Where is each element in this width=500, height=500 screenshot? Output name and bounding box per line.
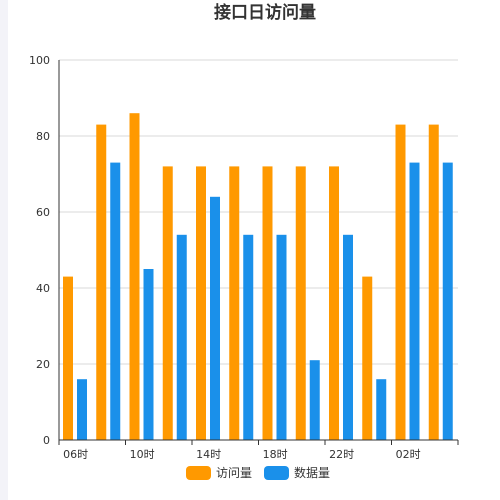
bar-visits-1 [96,124,107,440]
chart-panel: 接口日访问量 0 20 40 60 80 100 06时 10时 14时 18时 22时 02时 访… [8,0,500,500]
x-axis-ticks: 06时 10时 14时 18时 22时 02时 [63,448,421,461]
legend-item-visits[interactable]: 访问量 [186,466,252,480]
legend[interactable]: 访问量 数据量 [186,465,330,480]
x-tick-label: 02时 [396,448,421,461]
bar-visits-8 [329,166,339,440]
legend-item-data[interactable]: 数据量 [264,465,330,480]
bar-data-3 [176,234,187,440]
chart-title: 接口日访问量 [214,2,316,23]
x-tick-label: 14时 [196,448,221,461]
x-tick-label: 10时 [130,448,155,461]
bar-visits-6 [262,166,273,440]
bar-visits-7 [295,166,306,440]
bar-data-6 [276,234,287,440]
grid-lines [59,59,458,365]
bar-visits-11 [428,124,439,440]
y-tick-label: 20 [36,358,50,371]
legend-label: 数据量 [294,465,330,480]
legend-label: 访问量 [216,466,252,480]
y-tick-label: 100 [29,54,50,67]
bar-visits-3 [162,166,173,440]
bar-visits-10 [395,124,406,440]
bar-visits-2 [129,113,140,440]
bar-chart: 接口日访问量 0 20 40 60 80 100 06时 10时 14时 18时 22时 02时 访… [29,2,459,480]
bar-data-4 [210,196,220,440]
y-tick-label: 0 [43,434,50,447]
x-tick-label: 22时 [329,448,354,461]
y-axis-ticks: 0 20 40 60 80 100 [29,54,50,447]
x-tick-label: 18时 [263,448,288,461]
bar-visits-0 [63,276,73,440]
bar-data-7 [309,360,320,440]
bar-data-2 [143,269,154,440]
bar-data-0 [77,379,87,440]
bar-visits-4 [196,166,206,440]
bar-data-1 [110,162,121,440]
x-tick-label: 06时 [63,448,88,461]
bar-data-10 [409,162,420,440]
bar-data-9 [376,379,387,440]
y-tick-label: 60 [36,206,50,219]
bar-data-8 [343,234,353,440]
bars [63,113,453,440]
axes [58,60,459,445]
bar-data-5 [243,234,254,440]
bar-visits-5 [229,166,240,440]
y-tick-label: 40 [36,282,50,295]
legend-swatch [264,466,289,480]
bar-visits-9 [362,276,373,440]
y-tick-label: 80 [36,130,50,143]
legend-swatch [186,466,211,480]
bar-data-11 [442,162,453,440]
